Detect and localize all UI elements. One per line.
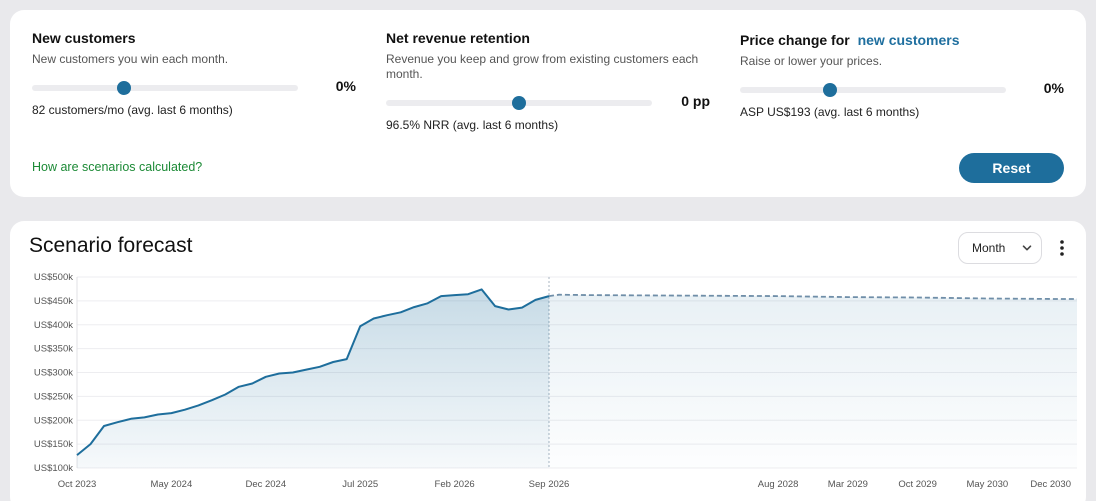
scenario-description: Revenue you keep and grow from existing …	[386, 52, 699, 81]
new-customers-slider[interactable]: 0%	[32, 77, 362, 101]
y-tick-label: US$400k	[34, 320, 73, 331]
scenario-net-revenue-retention: Net revenue retention Revenue you keep a…	[386, 30, 716, 132]
more-options-icon[interactable]	[1052, 236, 1072, 260]
slider-thumb[interactable]	[117, 81, 131, 95]
y-tick-label: US$200k	[34, 415, 73, 426]
x-tick-label: Sep 2026	[529, 479, 570, 490]
y-tick-label: US$100k	[34, 463, 73, 474]
scenario-controls-card: New customers New customers you win each…	[10, 10, 1086, 197]
scenario-forecast-card: Scenario forecast Month US$500k US$450k US…	[10, 221, 1086, 501]
scenario-new-customers: New customers New customers you win each…	[32, 30, 362, 117]
actual-area	[77, 289, 549, 468]
scenario-note: 82 customers/mo (avg. last 6 months)	[32, 103, 233, 117]
y-tick-label: US$250k	[34, 391, 73, 402]
forecast-title: Scenario forecast	[29, 234, 193, 257]
x-tick-label: Dec 2024	[245, 479, 286, 490]
x-tick-label: May 2030	[966, 479, 1008, 490]
chevron-down-icon	[1022, 245, 1032, 251]
period-select-value: Month	[972, 241, 1006, 255]
y-tick-label: US$350k	[34, 344, 73, 355]
y-tick-label: US$500k	[34, 272, 73, 283]
y-tick-label: US$300k	[34, 368, 73, 379]
forecast-area	[549, 294, 1077, 468]
x-tick-label: Dec 2030	[1030, 479, 1071, 490]
x-tick-label: Jul 2025	[342, 479, 378, 490]
how-scenarios-calculated-link[interactable]: How are scenarios calculated?	[32, 160, 203, 174]
x-tick-label: May 2024	[151, 479, 193, 490]
scenario-title: New customers	[32, 30, 136, 46]
x-tick-label: Feb 2026	[435, 479, 475, 490]
x-tick-label: Mar 2029	[828, 479, 868, 490]
scenario-title: Price change for new customers	[740, 32, 960, 48]
scenario-title: Net revenue retention	[386, 30, 530, 46]
slider-thumb[interactable]	[823, 83, 837, 97]
y-tick-label: US$150k	[34, 439, 73, 450]
nrr-slider[interactable]: 0 pp	[386, 92, 716, 116]
actual-line	[76, 288, 550, 456]
slider-value: 0 pp	[681, 93, 710, 109]
slider-value: 0%	[1043, 80, 1064, 96]
y-tick-label: US$450k	[34, 296, 73, 307]
price-change-slider[interactable]: 0%	[740, 79, 1070, 103]
scenario-description: Raise or lower your prices.	[740, 54, 883, 68]
reset-button[interactable]: Reset	[959, 153, 1064, 183]
forecast-line	[548, 293, 1077, 300]
x-tick-label: Aug 2028	[758, 479, 799, 490]
scenario-description: New customers you win each month.	[32, 52, 229, 66]
x-tick-label: Oct 2023	[58, 479, 97, 490]
slider-thumb[interactable]	[512, 96, 526, 110]
slider-track[interactable]	[740, 87, 1006, 93]
scenario-note: 96.5% NRR (avg. last 6 months)	[386, 118, 559, 132]
scenario-note: ASP US$193 (avg. last 6 months)	[740, 105, 920, 119]
slider-value: 0%	[335, 78, 356, 94]
customer-segment-link[interactable]: new customers	[857, 32, 960, 48]
period-select[interactable]: Month	[958, 232, 1042, 264]
scenario-price-change: Price change for new customers Raise or …	[740, 32, 1070, 119]
x-tick-label: Oct 2029	[898, 479, 937, 490]
forecast-chart: US$500k US$450k US$400k US$350k US$300k US$25…	[34, 272, 1077, 490]
slider-track[interactable]	[32, 85, 298, 91]
